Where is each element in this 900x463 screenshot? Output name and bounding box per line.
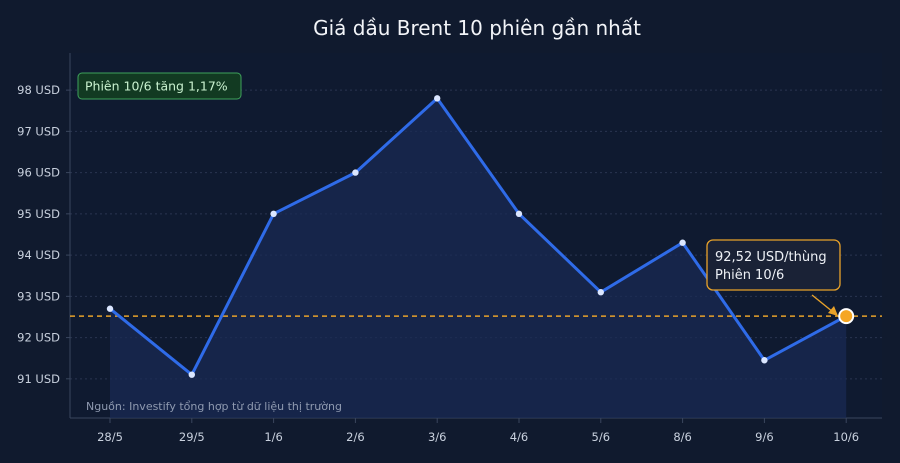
data-point <box>761 357 768 364</box>
highlight-box: Phiên 10/6 tăng 1,17% <box>77 72 242 100</box>
data-point <box>434 95 441 102</box>
y-tick-label: 98 USD <box>17 83 60 97</box>
x-tick-label: 5/6 <box>592 430 611 444</box>
x-axis: 28/5 29/5 1/6 2/6 3/6 4/6 5/6 8/6 9/6 10/6 <box>97 418 859 444</box>
callout-box <box>706 239 841 291</box>
series-line <box>108 96 848 377</box>
data-point <box>515 210 523 218</box>
y-tick-label: 92 USD <box>17 331 60 345</box>
area-fill <box>110 98 847 419</box>
x-tick-label: 29/5 <box>179 430 205 444</box>
y-tick-label: 97 USD <box>17 124 60 138</box>
data-point <box>352 169 359 176</box>
y-tick-label: 91 USD <box>17 372 60 386</box>
x-tick-label: 28/5 <box>97 430 123 444</box>
data-point <box>106 305 114 312</box>
y-tick-label: 95 USD <box>17 207 60 221</box>
x-tick-label: 4/6 <box>510 430 529 444</box>
y-axis: 91 USD 92 USD 93 USD 94 USD 95 USD 96 USD 97 U… <box>17 83 70 386</box>
data-point <box>188 371 195 378</box>
x-tick-label: 1/6 <box>264 430 283 444</box>
highlight-box-bg <box>77 72 242 100</box>
data-point <box>270 210 277 218</box>
highlighted-point <box>838 308 855 325</box>
x-tick-label: 10/6 <box>833 430 859 444</box>
y-tick-label: 94 USD <box>17 248 60 262</box>
data-point <box>597 289 604 296</box>
callout-line-2: Phiên 10/6 <box>715 268 784 283</box>
source-note: Nguồn: Investify tổng hợp từ dữ liệu thị… <box>86 400 342 413</box>
x-tick-label: 2/6 <box>346 430 365 444</box>
callout-line-1: 92,52 USD/thùng <box>715 250 827 265</box>
data-markers <box>106 95 855 378</box>
x-tick-label: 8/6 <box>673 430 692 444</box>
callout-arrow-line <box>811 294 834 313</box>
x-tick-label: 3/6 <box>428 430 447 444</box>
y-tick-label: 93 USD <box>17 289 60 303</box>
chart-title: Giá dầu Brent 10 phiên gần nhất <box>313 16 641 40</box>
x-tick-label: 9/6 <box>755 430 774 444</box>
highlight-box-text: Phiên 10/6 tăng 1,17% <box>85 79 228 94</box>
callout: 92,52 USD/thùng Phiên 10/6 <box>706 239 841 316</box>
callout-arrow-head <box>828 306 838 316</box>
data-point <box>679 239 686 246</box>
y-tick-label: 96 USD <box>17 166 60 180</box>
